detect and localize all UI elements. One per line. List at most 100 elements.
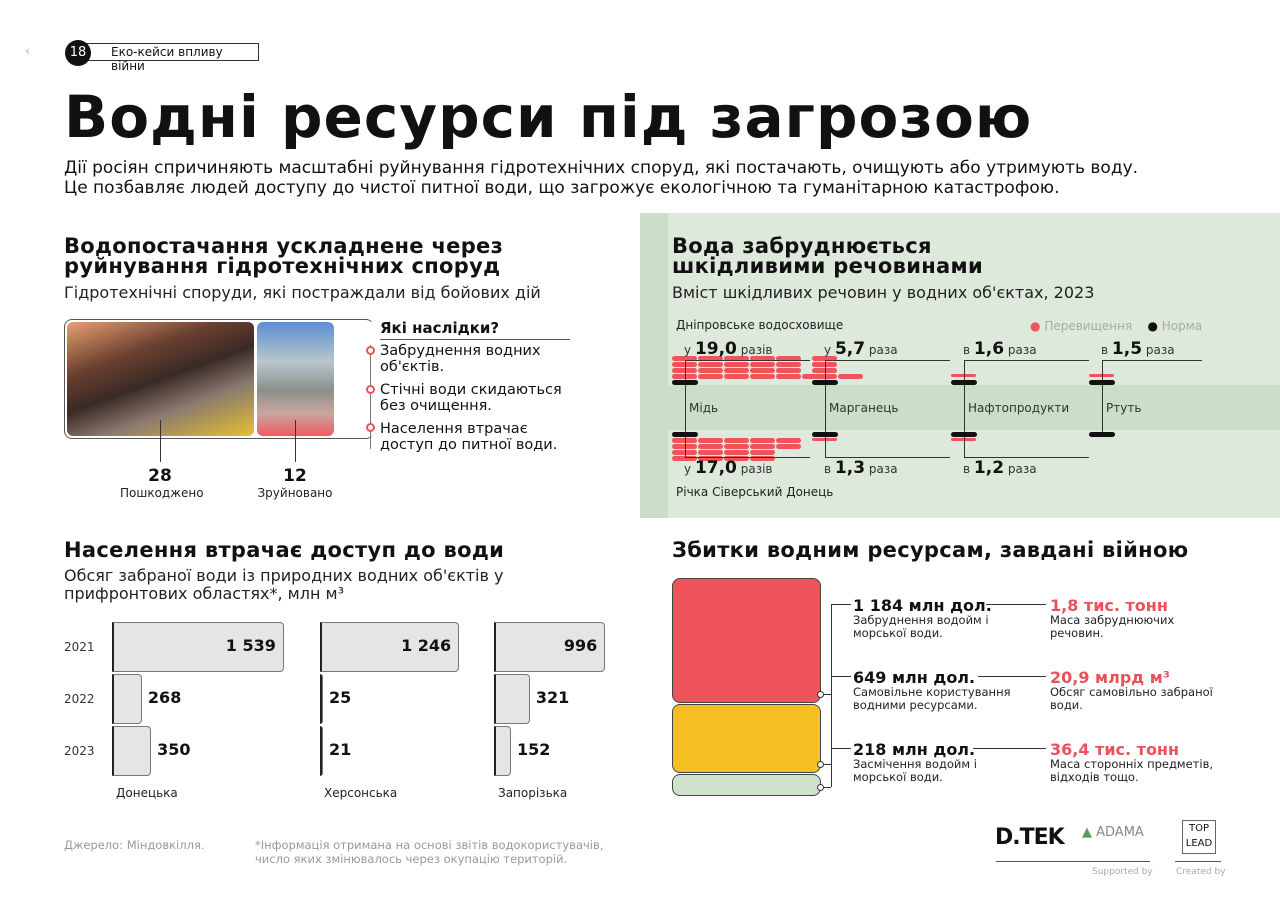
list-item: Забруднення водних об'єктів. (380, 343, 541, 375)
damage-desc: Засмічення водойм і морської води. (853, 757, 977, 784)
leader-line (831, 604, 832, 695)
footnote: *Інформація отримана на основі звітів во… (255, 838, 604, 866)
ratio-pre: у (684, 462, 692, 476)
damaged-count: 28 (148, 466, 172, 486)
dtek-logo: D.TEK (995, 825, 1065, 850)
connector (964, 385, 965, 432)
excess-mark (698, 362, 723, 367)
year-label: 2022 (64, 692, 95, 706)
extra-value: 1,8 тис. тонн (1050, 596, 1168, 615)
excess-mark (776, 438, 801, 443)
leader-line (825, 437, 826, 457)
pollution-subtitle: Вміст шкідливих речовин у водних об'єкта… (672, 283, 1095, 302)
adama-logo: ▲ ADAMA (1082, 825, 1144, 840)
norm-mark (672, 432, 698, 437)
excess-mark (951, 438, 976, 441)
destroyed-dam-photo (257, 322, 334, 436)
leader-line (824, 694, 831, 696)
excess-mark (812, 374, 837, 379)
excess-mark (724, 438, 749, 443)
ratio-label: у 19,0 разів (684, 339, 772, 359)
bar-value: 25 (329, 688, 352, 707)
bar (494, 622, 606, 672)
leader-line (1102, 360, 1103, 380)
excess-mark (812, 438, 837, 441)
excess-mark (724, 368, 749, 373)
bar (320, 726, 323, 776)
leader-line (831, 676, 832, 764)
leader-line (973, 748, 1046, 749)
list-item: Стічні води скидаються без очищення. (380, 382, 562, 414)
connector-dot (817, 760, 824, 768)
norm-mark (951, 380, 977, 385)
leader-line (685, 360, 810, 361)
ratio-post: разів (740, 462, 773, 476)
excess-mark (724, 456, 749, 461)
ratio-label: в 1,5 раза (1101, 339, 1175, 359)
norm-mark (1089, 432, 1115, 437)
leader-line (685, 360, 686, 380)
leader-line (1102, 360, 1202, 361)
connector (1102, 385, 1103, 432)
region-label: Запорізька (498, 786, 568, 800)
ratio-pre: в (963, 343, 971, 357)
facilities-subtitle: Гідротехнічні споруди, які постраждали в… (64, 283, 541, 302)
excess-mark (750, 374, 775, 379)
excess-mark (750, 368, 775, 373)
ratio-num: 1,2 (973, 458, 1005, 478)
supported-by: Supported by (1092, 867, 1153, 877)
leader-line (964, 360, 965, 380)
excess-mark (750, 438, 775, 443)
leader-line (831, 748, 851, 749)
pollutant-label: Ртуть (1106, 401, 1142, 415)
ratio-label: в 1,3 раза (824, 458, 898, 478)
excess-mark (672, 374, 697, 379)
leader-line (986, 604, 1046, 605)
pollution-band (668, 385, 1280, 430)
extra-desc: Маса забруднюючих речовин. (1050, 613, 1175, 640)
damages-title: Збитки водним ресурсам, завдані війною (672, 538, 1189, 562)
damage-value: 1 184 млн дол. (853, 596, 992, 615)
region-label: Херсонська (324, 786, 398, 800)
ratio-num: 5,7 (834, 339, 866, 359)
ratio-num: 19,0 (694, 339, 737, 359)
created-by: Created by (1176, 867, 1226, 877)
excess-mark (724, 356, 749, 361)
excess-mark (951, 374, 976, 377)
excess-mark (812, 356, 837, 361)
leader-line (824, 763, 831, 765)
excess-mark (724, 362, 749, 367)
extra-desc: Маса сторонніх предметів, відходів тощо. (1050, 757, 1214, 784)
excess-mark (1089, 374, 1114, 377)
excess-mark (838, 374, 863, 379)
excess-mark (672, 456, 697, 461)
leader-line (824, 787, 831, 788)
excess-mark (698, 374, 723, 379)
list-item: Населення втрачає доступ до питної води. (380, 421, 558, 453)
back-icon[interactable]: ‹ (25, 44, 30, 58)
damage-value: 649 млн дол. (853, 668, 976, 687)
bar (112, 674, 142, 724)
norm-mark (672, 380, 698, 385)
leader-line (825, 360, 826, 380)
leader-line (964, 360, 1089, 361)
damage-desc: Самовільне користування водними ресурсам… (853, 685, 1011, 712)
ratio-pre: в (824, 462, 832, 476)
ratio-pre: у (824, 343, 832, 357)
bar (494, 674, 530, 724)
ratio-label: в 1,2 раза (963, 458, 1037, 478)
facilities-title: Водопостачання ускладнене через руйнуван… (64, 234, 504, 278)
toplead-logo: TOP LEAD (1182, 820, 1216, 854)
norm-mark (1089, 380, 1115, 385)
extra-value: 20,9 млрд м³ (1050, 668, 1170, 687)
year-label: 2021 (64, 640, 95, 654)
ratio-pre: в (1101, 343, 1109, 357)
consequences-title: Які наслідки? (380, 319, 570, 340)
damage-desc: Забруднення водойм і морської води. (853, 613, 989, 640)
connector (685, 385, 686, 432)
ratio-post: раза (868, 343, 898, 357)
excess-mark (750, 456, 775, 461)
ratio-num: 1,6 (973, 339, 1005, 359)
ratio-post: раза (1007, 462, 1037, 476)
section-label: Еко-кейси впливу війни (78, 43, 259, 73)
